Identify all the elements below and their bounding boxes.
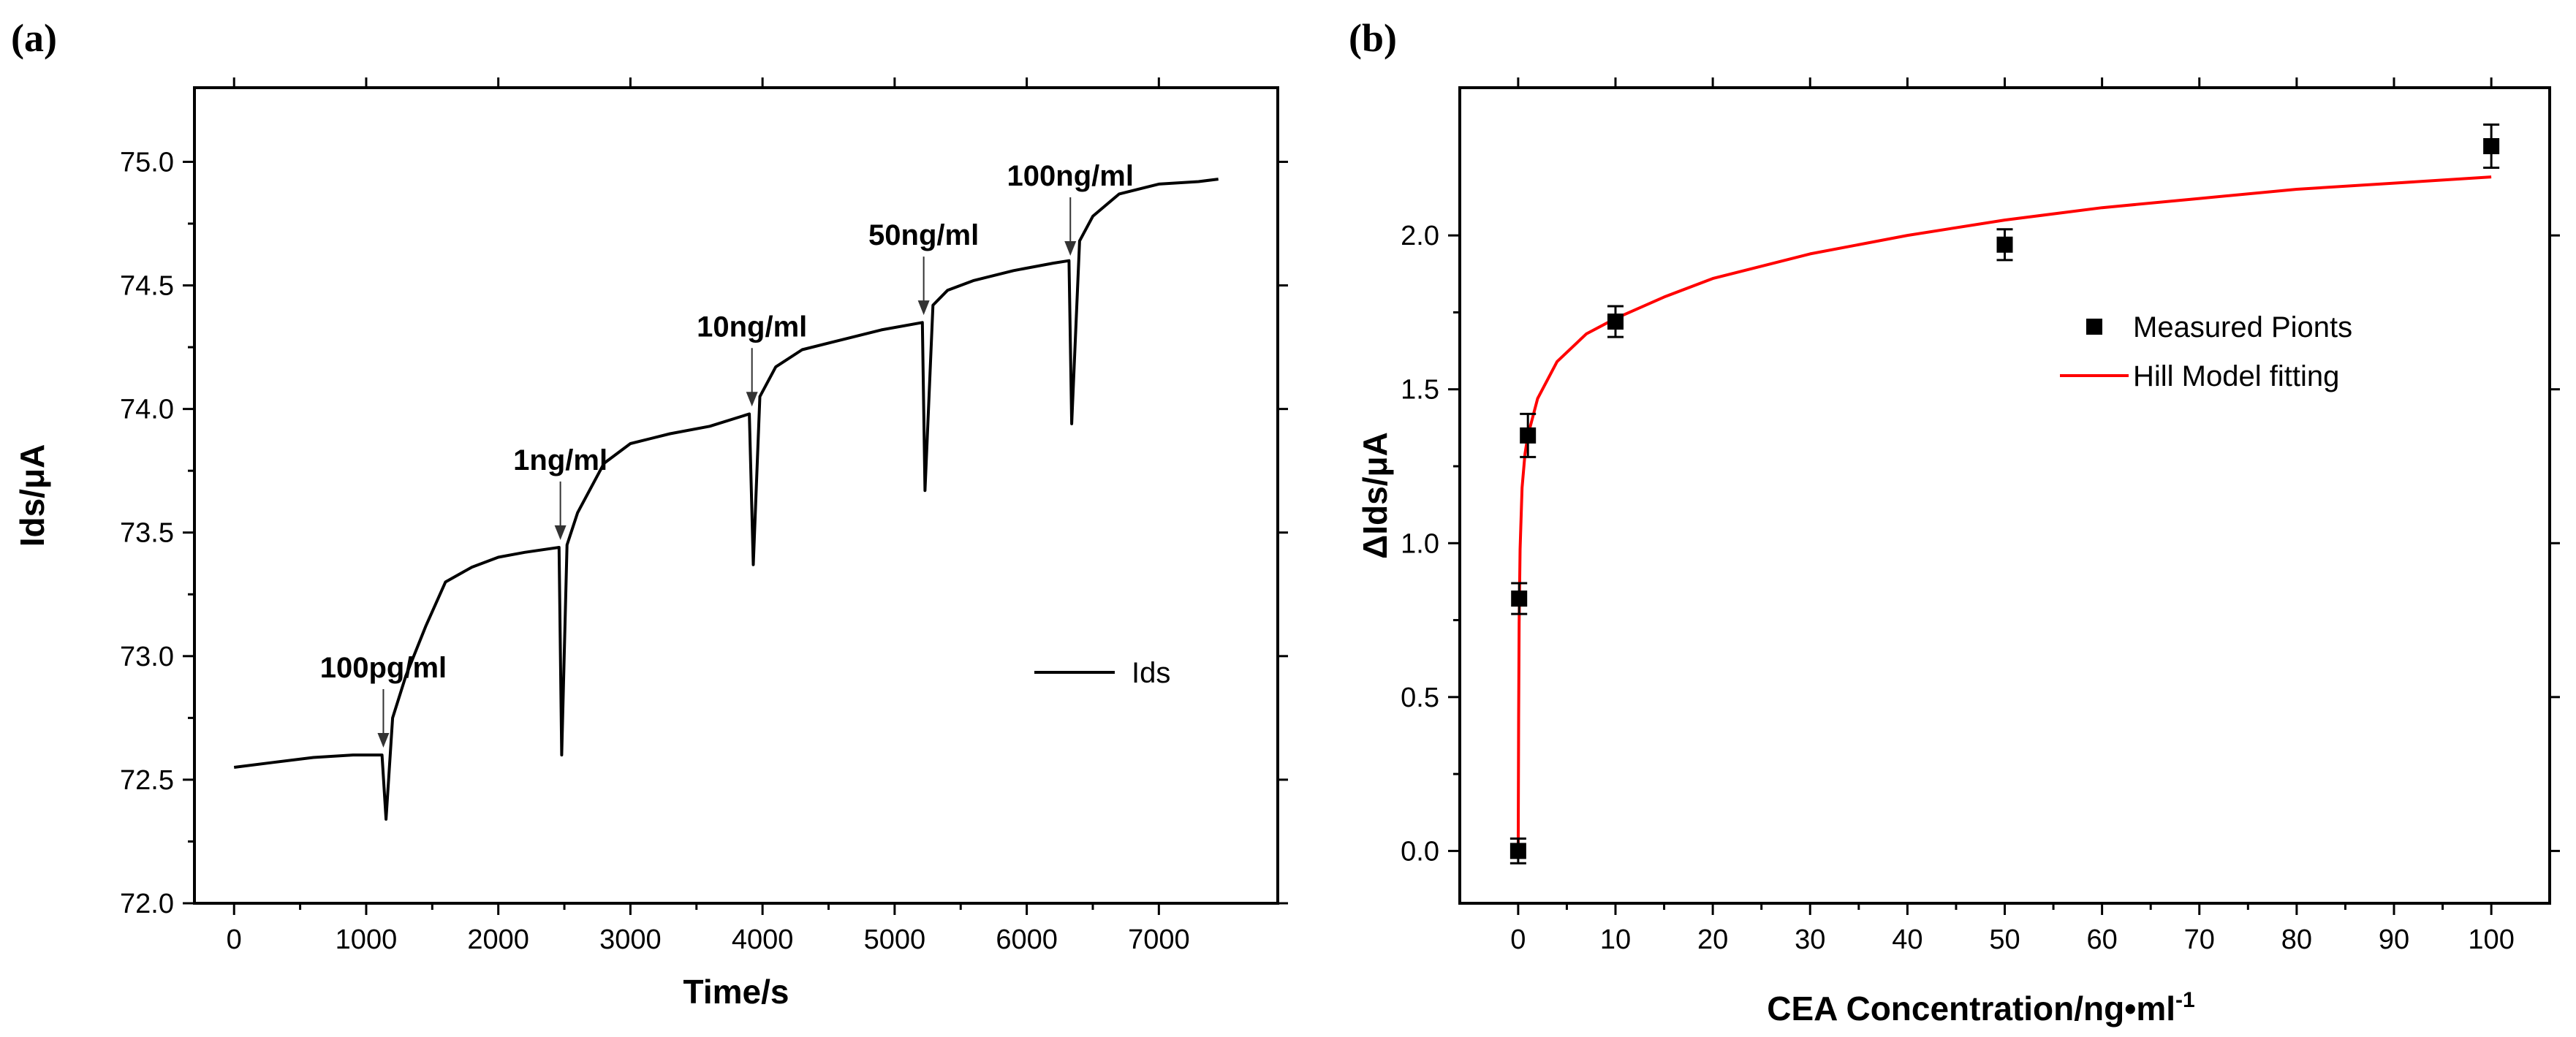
x-tick-label: 30 <box>1795 924 1825 955</box>
measured-point <box>1607 314 1624 330</box>
x-tick-label: 0 <box>1510 924 1526 955</box>
annotation-label: 100ng/ml <box>1007 160 1134 192</box>
panel-a-plot-frame <box>193 86 1279 905</box>
panel-b-label: (b) <box>1349 16 1397 60</box>
measured-point <box>1509 843 1526 859</box>
annotation-label: 50ng/ml <box>868 219 979 251</box>
y-tick-label: 1.5 <box>1401 375 1439 406</box>
x-tick-label: 20 <box>1697 924 1728 955</box>
annotation-arrow-head <box>746 392 758 407</box>
x-tick-label: 7000 <box>1128 924 1190 955</box>
panel-b-series <box>1509 124 2500 865</box>
x-tick-label: 2000 <box>467 924 529 955</box>
legend-measured-label: Measured Pionts <box>2133 311 2352 343</box>
panel-b-ticks: 0 10 20 30 40 50 60 70 80 90 100 0.0 0.5 1.0 1.5 2.0 <box>1401 77 2560 955</box>
series-hill-fit-line <box>1516 175 2492 851</box>
y-tick-label: 1.0 <box>1401 528 1439 559</box>
annotation-arrow-head <box>917 300 930 316</box>
legend-hill-label: Hill Model fitting <box>2133 360 2339 392</box>
x-tick-label: 4000 <box>732 924 794 955</box>
panel-a-ticks: 0 1000 2000 3000 4000 5000 6000 7000 72.0 72.5 73.… <box>120 77 1288 955</box>
x-tick-label: 6000 <box>996 924 1058 955</box>
panel-b-plot-frame <box>1458 86 2551 905</box>
x-tick-label: 1000 <box>336 924 398 955</box>
y-tick-label: 0.0 <box>1401 836 1439 867</box>
y-tick-label: 2.0 <box>1401 221 1439 251</box>
panel-a-chart: (a) 0 1000 2000 3000 4000 5000 6000 7000 72.0 72.… <box>11 16 1288 1011</box>
measured-point <box>1511 590 1528 607</box>
y-tick-label: 0.5 <box>1401 683 1439 713</box>
panel-b-x-axis-title-main: CEA Concentration/ng•ml <box>1767 989 2175 1027</box>
annotation-label: 100pg/ml <box>320 652 447 684</box>
panel-a-x-axis-title: Time/s <box>683 973 789 1011</box>
measured-point <box>1996 236 2013 253</box>
panel-b-y-axis-title: ΔIds/μA <box>1356 432 1394 559</box>
annotation-arrow-head <box>377 732 390 748</box>
y-tick-label: 74.5 <box>120 271 174 302</box>
annotation-label: 1ng/ml <box>513 444 607 476</box>
panel-a-legend: Ids <box>1034 657 1170 689</box>
measured-point <box>2483 138 2500 155</box>
panel-b-legend: Measured Pionts Hill Model fitting <box>2060 311 2352 392</box>
panel-a-y-axis-title: Ids/μA <box>13 444 51 547</box>
y-tick-label: 72.5 <box>120 765 174 796</box>
y-tick-label: 73.5 <box>120 518 174 549</box>
x-tick-label: 0 <box>227 924 242 955</box>
x-tick-label: 40 <box>1892 924 1922 955</box>
x-tick-label: 10 <box>1600 924 1631 955</box>
panel-a-series <box>233 178 1219 821</box>
y-tick-label: 72.0 <box>120 889 174 919</box>
x-tick-label: 5000 <box>864 924 926 955</box>
legend-ids-label: Ids <box>1132 657 1170 689</box>
y-tick-label: 74.0 <box>120 395 174 425</box>
panel-a-label: (a) <box>11 16 57 60</box>
x-tick-label: 70 <box>2184 924 2215 955</box>
x-tick-label: 100 <box>2468 924 2514 955</box>
y-tick-label: 73.0 <box>120 642 174 672</box>
annotation-arrow-head <box>554 525 567 540</box>
panel-b-x-axis-title-superscript: -1 <box>2175 988 2195 1012</box>
panel-b-chart: (b) 0 10 20 30 40 50 60 70 80 90 100 0.0 0.5 1.0 1.5 2.… <box>1349 16 2560 1027</box>
annotation-label: 10ng/ml <box>697 311 807 343</box>
panel-b-x-axis-title: CEA Concentration/ng•ml-1 <box>1767 988 2194 1027</box>
annotation-arrow-head <box>1064 240 1077 256</box>
x-tick-label: 3000 <box>599 924 662 955</box>
panel-a-annotations: 100pg/ml 1ng/ml 10ng/ml 50ng/ml 100ng/ml <box>320 160 1134 748</box>
series-ids-line <box>233 178 1219 821</box>
x-tick-label: 80 <box>2281 924 2312 955</box>
measured-point <box>1520 427 1537 444</box>
x-tick-label: 50 <box>1989 924 2020 955</box>
x-tick-label: 90 <box>2379 924 2409 955</box>
y-tick-label: 75.0 <box>120 147 174 178</box>
x-tick-label: 60 <box>2086 924 2117 955</box>
legend-measured-marker <box>2086 319 2102 335</box>
